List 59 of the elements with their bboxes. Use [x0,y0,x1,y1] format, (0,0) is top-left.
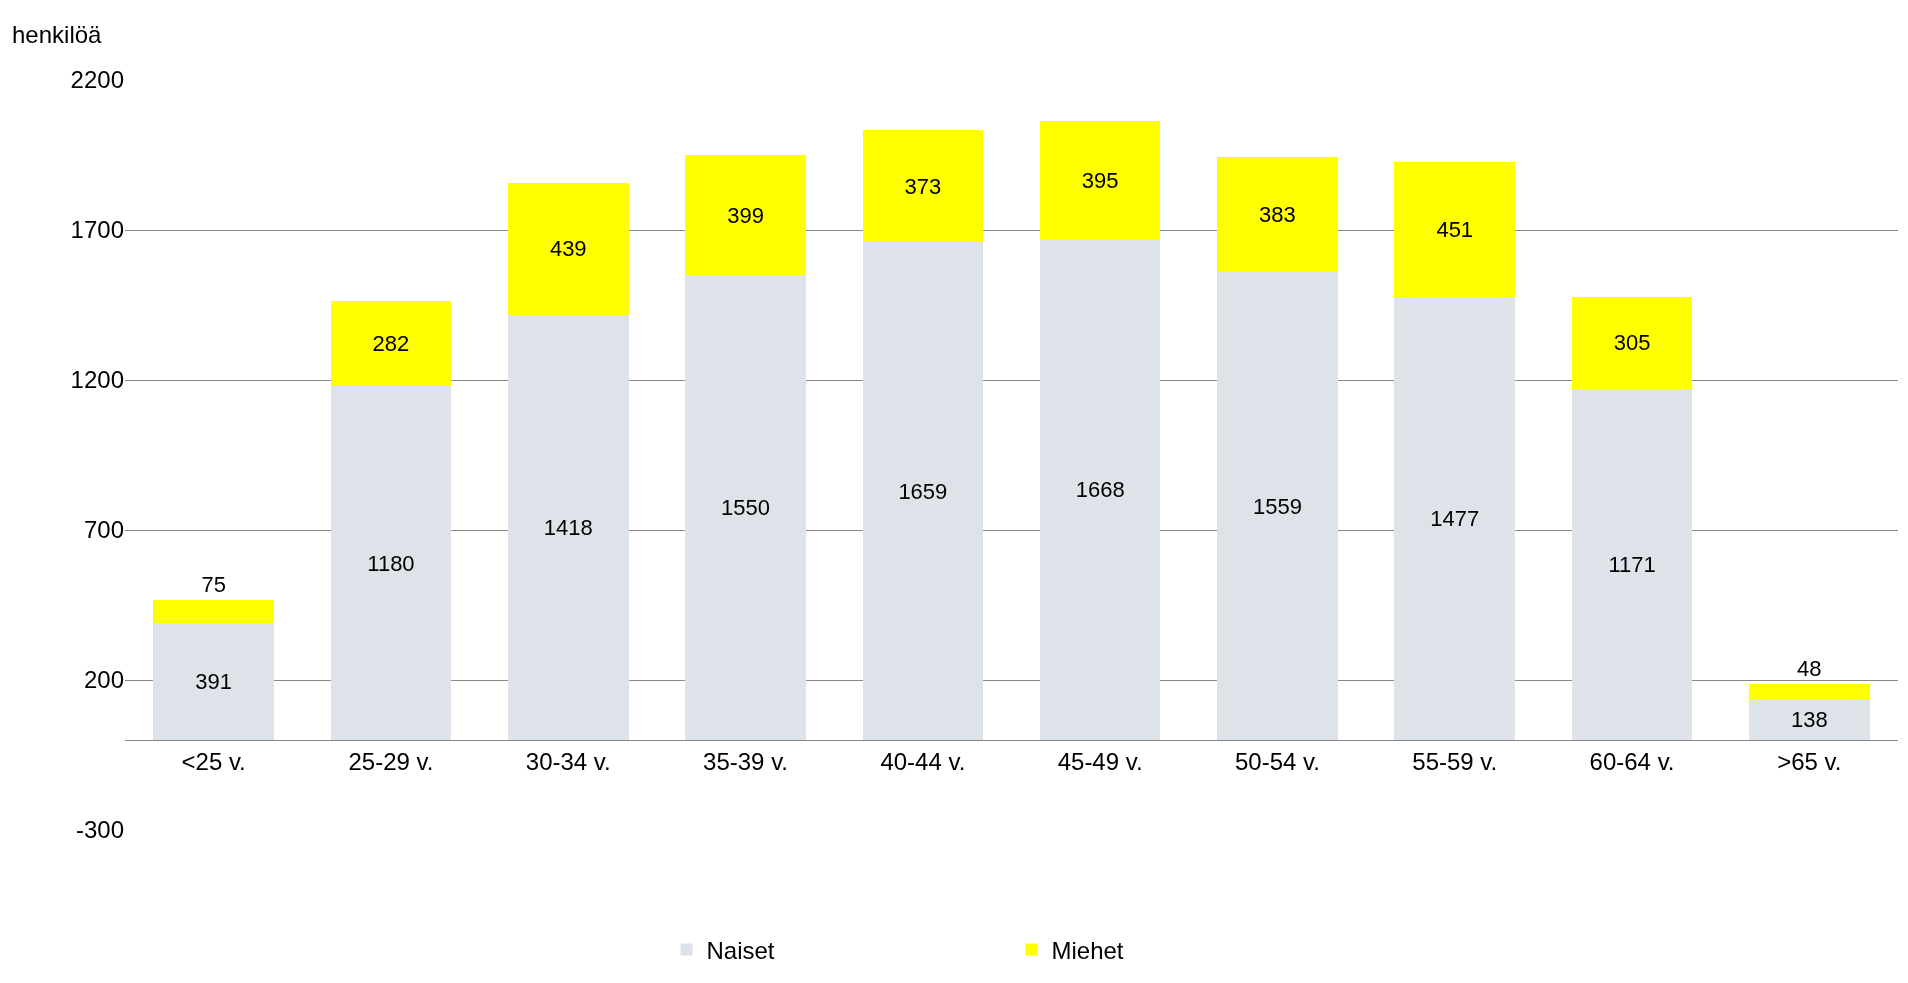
bar [330,301,452,386]
data-label: 373 [904,173,942,199]
bar [1749,684,1870,699]
bar [862,130,984,243]
data-label: 1659 [898,478,948,504]
data-label: 1418 [543,514,593,540]
y-tick-label: -300 [75,816,124,844]
x-tick-label: 25-29 v. [348,747,434,775]
data-label: 1550 [721,495,771,520]
bar [330,386,452,740]
data-label: 399 [727,202,764,228]
bar [862,242,984,740]
bar [153,622,274,740]
x-tick-label: 55-59 v. [1412,747,1498,775]
y-tick-label: 1700 [70,216,124,244]
data-label: 1477 [1430,505,1480,531]
data-label: 451 [1436,216,1474,242]
x-tick-label: 60-64 v. [1589,747,1675,775]
x-tick-label: <25 v. [181,747,246,775]
data-label: 1180 [367,550,415,576]
bar [153,600,274,623]
x-tick-label: 40-44 v. [880,747,966,775]
bar [685,155,806,275]
x-tick-label: 45-49 v. [1057,747,1143,775]
data-label: 439 [549,236,587,262]
bar [1749,698,1870,740]
data-label: 383 [1259,202,1296,228]
y-tick-label: 1200 [70,366,124,394]
bar [685,275,806,740]
legend-label: Naiset [706,936,775,964]
data-label: 391 [195,668,233,694]
data-label: 138 [1790,706,1828,732]
data-label: 1559 [1252,493,1302,519]
y-tick-label: 700 [83,516,124,544]
data-label: 75 [201,572,226,598]
bar [1039,239,1161,740]
bar [1394,161,1516,297]
bar [1217,272,1338,740]
bar [507,314,629,740]
bar [1394,296,1516,740]
y-axis-title: henkilöä [12,21,103,48]
x-tick-label: 30-34 v. [525,747,611,775]
data-label: 1171 [1608,551,1656,577]
x-tick-label: >65 v. [1777,747,1842,775]
bar [507,182,629,315]
bar [1039,121,1161,240]
y-tick-label: 2200 [70,66,124,94]
data-label: 395 [1081,167,1119,193]
x-tick-label: 35-39 v. [703,747,789,775]
data-label: 282 [372,331,410,357]
bar [1571,388,1693,740]
bar [1571,297,1693,389]
bar [1217,157,1338,273]
y-tick-label: 200 [83,666,124,694]
legend-label: Miehet [1051,936,1124,964]
data-label: 305 [1613,330,1651,356]
x-tick-label: 50-54 v. [1234,747,1320,775]
data-label: 48 [1797,656,1822,682]
data-label: 1668 [1075,477,1125,503]
